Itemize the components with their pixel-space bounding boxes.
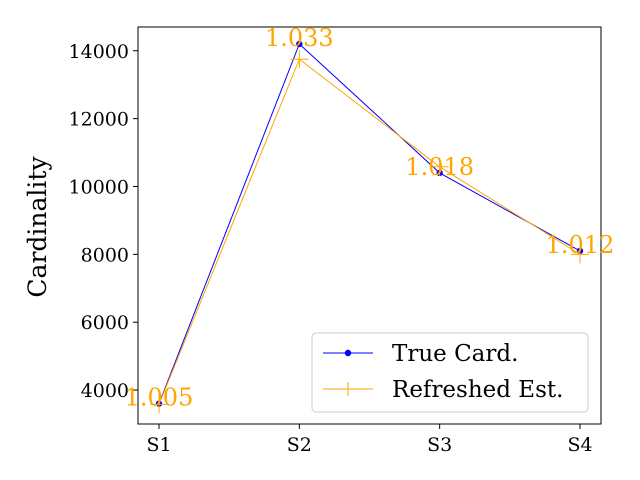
y-axis: 4000 6000 8000 10000 12000 14000 — [69, 41, 138, 402]
y-tick-label: 14000 — [69, 41, 129, 63]
series-line-1 — [158, 58, 581, 405]
legend-marker-refreshed-est — [341, 382, 355, 396]
x-tick-label: S2 — [287, 434, 312, 456]
y-tick-label: 10000 — [69, 176, 129, 198]
y-tick-label: 8000 — [81, 244, 129, 266]
series-line-0 — [158, 43, 581, 404]
series-layer — [150, 40, 589, 414]
legend-label-true-card: True Card. — [392, 341, 518, 367]
series-point-1 — [571, 245, 589, 264]
x-tick-label: S4 — [567, 434, 592, 456]
ratio-annotation: 1.018 — [405, 153, 474, 181]
series-point-1 — [430, 157, 449, 176]
x-tick-label: S3 — [427, 434, 452, 456]
legend: True Card. Refreshed Est. — [311, 332, 589, 413]
ratio-annotation: 1.012 — [546, 231, 615, 259]
series-point-1 — [150, 395, 168, 414]
y-tick-label: 6000 — [81, 312, 129, 334]
legend-marker-true-card — [344, 349, 352, 357]
y-tick-label: 12000 — [69, 109, 129, 131]
x-tick-label: S1 — [146, 434, 171, 456]
legend-label-refreshed-est: Refreshed Est. — [392, 377, 563, 403]
series-point-0 — [296, 40, 303, 48]
plot-frame — [137, 26, 602, 425]
y-tick-label: 4000 — [81, 380, 129, 402]
legend-box — [311, 332, 589, 413]
series-point-1 — [290, 50, 309, 69]
x-axis: S1 S2 S3 S4 — [146, 424, 593, 456]
ratio-annotation: 1.005 — [125, 384, 194, 412]
y-axis-label: Cardinality — [23, 156, 52, 298]
ratio-annotation: 1.033 — [265, 24, 334, 52]
annotation-layer: 1.005 1.033 1.018 1.012 — [125, 24, 615, 412]
